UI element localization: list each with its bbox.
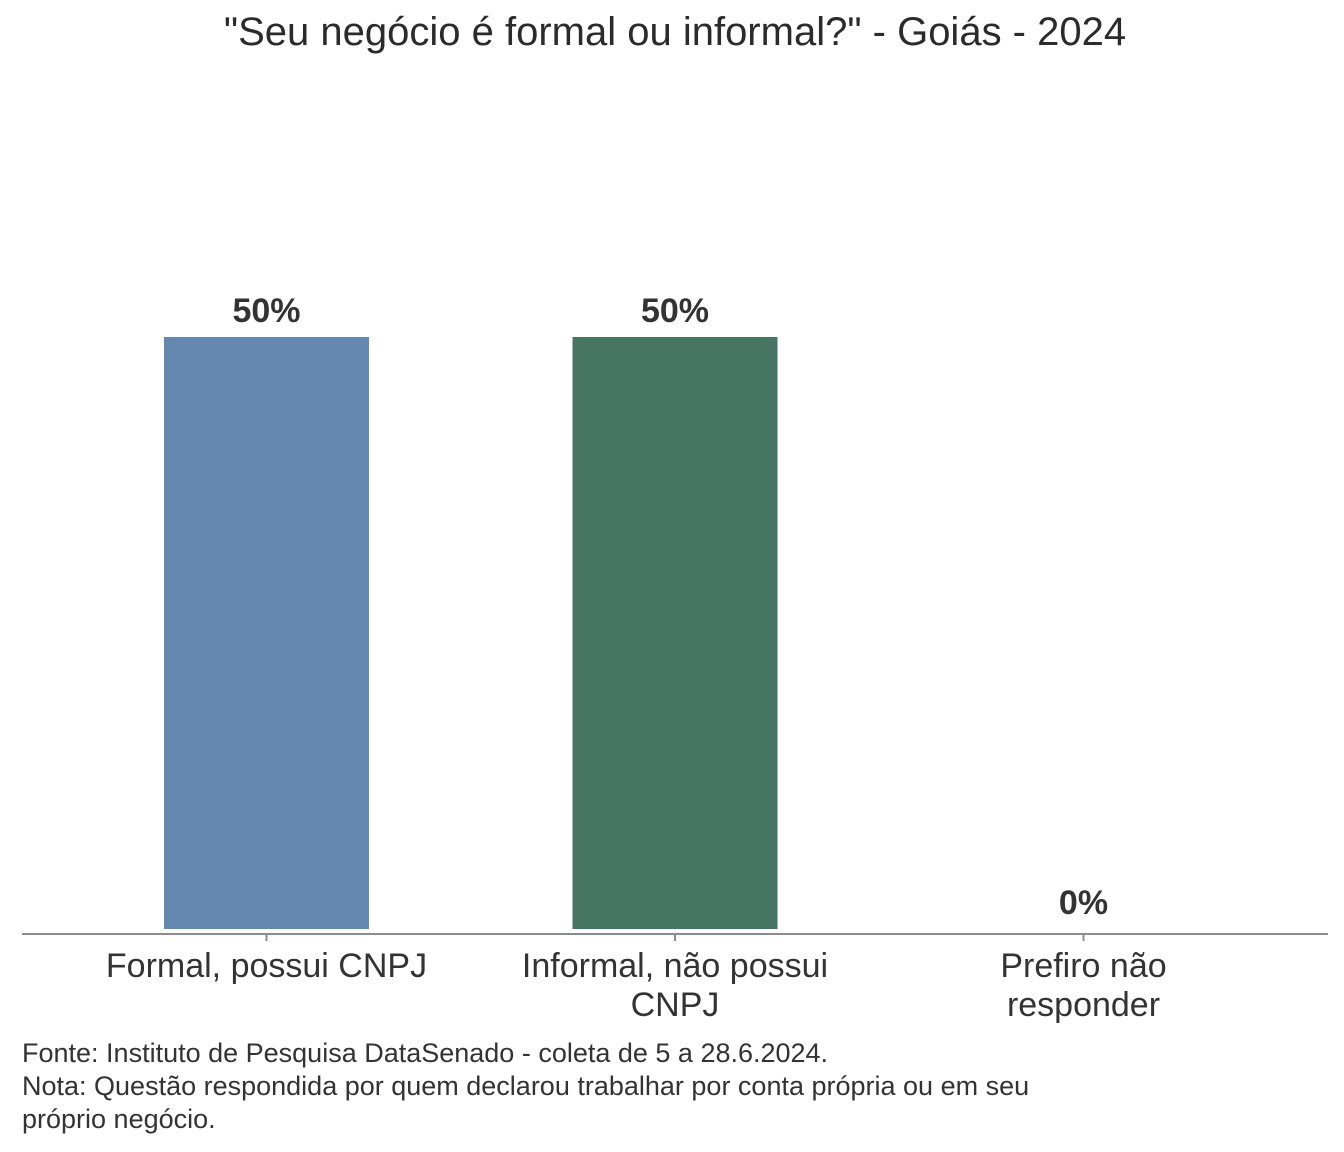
x-tick-label-line: Prefiro não [1000,947,1166,985]
bar-2 [572,337,778,929]
bars-layer [164,337,778,929]
x-tick-label-line: Formal, possui CNPJ [106,947,427,985]
x-ticks-layer [265,934,1085,941]
x-tick-label-line: responder [1007,986,1160,1024]
data-label-1: 50% [232,292,300,330]
bar-1 [164,337,369,929]
x-tick-label-3: Prefiro não responder [1000,947,1166,1024]
note-line-2: próprio negócio. [22,1104,216,1134]
source-note: Fonte: Instituto de Pesquisa DataSenado … [22,1038,829,1068]
data-label-3: 0% [1059,884,1108,922]
data-label-2: 50% [641,292,709,330]
bar-chart: 50% 50% 0% Formal, possui CNPJ Informal, nã… [22,292,1328,1024]
x-tick-label-2: Informal, não possui CNPJ [522,947,828,1024]
x-tick-label-1: Formal, possui CNPJ [106,947,427,985]
data-labels-layer: 50% 50% 0% [232,292,1108,922]
chart-title: "Seu negócio é formal ou informal?" - Go… [223,10,1127,54]
x-tick-label-line: Informal, não possui [522,947,828,985]
x-tick-label-line: CNPJ [631,986,720,1024]
x-tick-labels-layer: Formal, possui CNPJ Informal, não possui C… [106,947,1167,1024]
note-line-1: Nota: Questão respondida por quem declar… [22,1071,1030,1101]
